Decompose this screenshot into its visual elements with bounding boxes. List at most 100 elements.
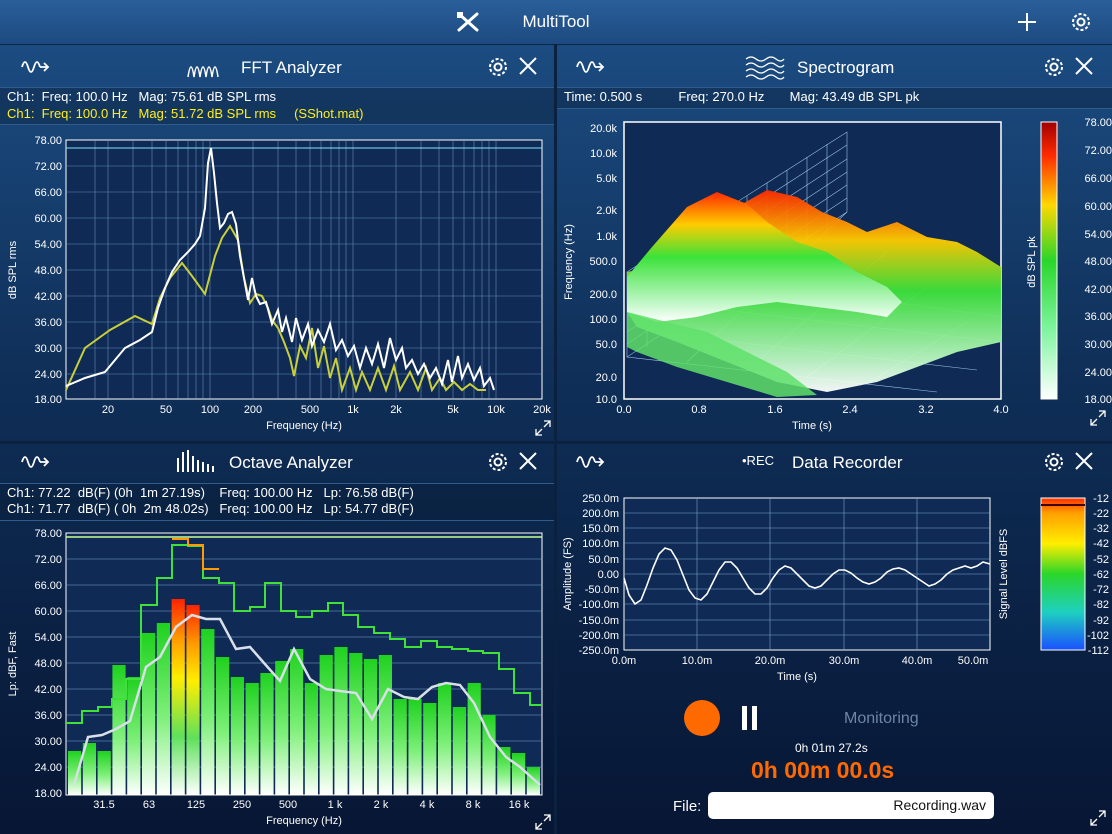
octave-bar bbox=[186, 605, 200, 795]
recorder-scale-tick: -62 bbox=[1093, 569, 1109, 581]
file-name-field[interactable]: Recording.wav bbox=[708, 792, 994, 819]
recorder-ytick: 200.0m bbox=[582, 508, 619, 520]
spectrogram-scale-tick: 72.00 bbox=[1084, 145, 1112, 157]
octave-xtick: 2 k bbox=[374, 799, 389, 811]
octave-bar bbox=[260, 673, 274, 795]
recorder-xtick: 20.0m bbox=[755, 655, 786, 667]
recorder-ytick: -250.0m bbox=[579, 645, 619, 657]
recorder-close-icon[interactable] bbox=[1074, 451, 1094, 471]
input-source-icon[interactable] bbox=[20, 55, 50, 77]
recorder-xtick: 10.0m bbox=[682, 655, 713, 667]
fft-ytick: 66.00 bbox=[34, 187, 62, 199]
fft-ytick: 42.00 bbox=[34, 291, 62, 303]
fft-cursor-readout: Ch1: Freq: 100.0 Hz Mag: 75.61 dB SPL rm… bbox=[7, 89, 277, 104]
octave-xtick: 16 k bbox=[509, 799, 530, 811]
octave-bar bbox=[82, 743, 96, 795]
octave-xlabel: Frequency (Hz) bbox=[266, 815, 342, 827]
octave-close-icon[interactable] bbox=[518, 451, 538, 471]
octave-resize-icon[interactable] bbox=[533, 812, 553, 832]
octave-bar bbox=[393, 699, 407, 795]
octave-chart[interactable]: 78.00 72.00 66.00 60.00 54.00 48.00 42.0… bbox=[0, 523, 554, 833]
recorder-scale-tick: -22 bbox=[1093, 508, 1109, 520]
recorder-scale-tick: -82 bbox=[1093, 599, 1109, 611]
recorder-ytick: 150.0m bbox=[582, 523, 619, 535]
record-button[interactable] bbox=[684, 700, 720, 736]
octave-bar bbox=[245, 683, 259, 795]
octave-xtick: 125 bbox=[187, 799, 205, 811]
spectrogram-ytick: 10.0k bbox=[590, 148, 617, 160]
spectrogram-surface-front bbox=[627, 312, 817, 397]
tools-icon[interactable] bbox=[455, 10, 481, 34]
octave-bar bbox=[467, 683, 481, 795]
octave-xtick: 250 bbox=[233, 799, 251, 811]
octave-xtick: 1 k bbox=[328, 799, 343, 811]
spectrogram-scale-tick: 18.00 bbox=[1084, 394, 1112, 406]
spectrogram-scale-tick: 42.00 bbox=[1084, 284, 1112, 296]
fft-title: FFT Analyzer bbox=[241, 58, 342, 77]
spectrogram-ytick: 2.0k bbox=[596, 205, 617, 217]
octave-bar bbox=[201, 629, 215, 795]
input-source-icon[interactable] bbox=[20, 450, 50, 472]
recorder-settings-icon[interactable] bbox=[1042, 450, 1066, 474]
spectrogram-resize-icon[interactable] bbox=[1088, 408, 1108, 428]
octave-bar bbox=[349, 653, 363, 795]
recorder-ytick: 100.0m bbox=[582, 538, 619, 550]
octave-bar bbox=[452, 707, 466, 795]
fft-ytick: 18.00 bbox=[34, 394, 62, 406]
spectrogram-ylabel: Frequency (Hz) bbox=[563, 224, 575, 300]
input-source-icon[interactable] bbox=[575, 450, 605, 472]
fft-close-icon[interactable] bbox=[518, 56, 538, 76]
octave-bar bbox=[216, 657, 230, 795]
recorder-scale-tick: -102 bbox=[1087, 630, 1109, 642]
spectrogram-ytick: 5.0k bbox=[596, 173, 617, 185]
octave-bar bbox=[230, 677, 244, 795]
spectrogram-close-icon[interactable] bbox=[1074, 56, 1094, 76]
spectrogram-settings-icon[interactable] bbox=[1042, 55, 1066, 79]
settings-gear-icon[interactable] bbox=[1069, 10, 1093, 34]
recorder-ytick: 250.0m bbox=[582, 493, 619, 505]
octave-peak-trace bbox=[172, 538, 219, 570]
fft-ytick: 48.00 bbox=[34, 265, 62, 277]
recorder-ytick: -100.0m bbox=[579, 599, 619, 611]
recorder-scale-tick: -72 bbox=[1093, 584, 1109, 596]
octave-bar bbox=[334, 647, 348, 795]
octave-settings-icon[interactable] bbox=[486, 450, 510, 474]
fft-xtick: 100 bbox=[201, 404, 219, 416]
add-icon[interactable] bbox=[1016, 11, 1038, 33]
spectrogram-xtick: 3.2 bbox=[918, 404, 933, 416]
octave-bar bbox=[438, 683, 452, 795]
monitoring-button[interactable]: Monitoring bbox=[844, 710, 919, 727]
fft-xtick: 500 bbox=[301, 404, 319, 416]
octave-ytick: 78.00 bbox=[34, 528, 62, 540]
octave-bar bbox=[142, 633, 156, 795]
fft-xtick: 2k bbox=[390, 404, 402, 416]
fft-chart[interactable]: 78.00 72.00 66.00 60.00 54.00 48.00 42.0… bbox=[0, 128, 554, 440]
fft-xtick: 1k bbox=[347, 404, 359, 416]
recorder-scale-tick: -112 bbox=[1088, 645, 1109, 657]
recorder-ytick: -150.0m bbox=[579, 615, 619, 627]
fft-resize-icon[interactable] bbox=[533, 418, 553, 438]
spectrogram-color-scale bbox=[1040, 121, 1058, 400]
octave-ytick: 72.00 bbox=[34, 554, 62, 566]
input-source-icon[interactable] bbox=[575, 55, 605, 77]
fft-ytick: 24.00 bbox=[34, 369, 62, 381]
octave-bars bbox=[68, 599, 540, 795]
recorder-waveform-chart[interactable]: 250.0m 200.0m 150.0m 100.0m 50.0m 0.00 -… bbox=[557, 490, 1112, 690]
fft-settings-icon[interactable] bbox=[486, 55, 510, 79]
octave-bar bbox=[112, 665, 126, 795]
recorder-resize-icon[interactable] bbox=[1088, 808, 1108, 828]
pause-button[interactable] bbox=[740, 704, 760, 732]
octave-ytick: 66.00 bbox=[34, 580, 62, 592]
octave-max-trace bbox=[66, 544, 542, 724]
spectrogram-chart[interactable]: 20.0k 10.0k 5.0k 2.0k 1.0k 500.0 200.0 1… bbox=[557, 112, 1112, 440]
app-title: MultiTool bbox=[522, 12, 590, 31]
octave-ytick: 24.00 bbox=[34, 762, 62, 774]
fft-live-trace bbox=[65, 147, 495, 391]
spectrogram-ytick: 100.0 bbox=[589, 314, 617, 326]
recorder-ytick: 50.0m bbox=[588, 554, 619, 566]
spectrogram-xtick: 0.0 bbox=[616, 404, 631, 416]
fft-ytick: 60.00 bbox=[34, 213, 62, 225]
spectrogram-xtick: 0.8 bbox=[691, 404, 706, 416]
spectrogram-title: Spectrogram bbox=[797, 58, 895, 77]
octave-xtick: 500 bbox=[279, 799, 297, 811]
